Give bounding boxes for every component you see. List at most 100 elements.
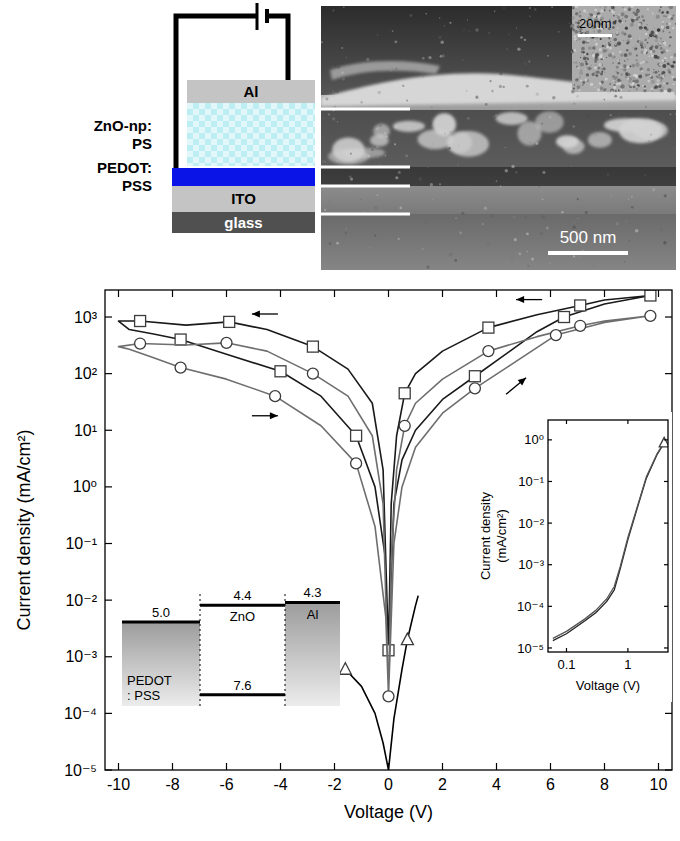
tem-noise: [582, 84, 584, 86]
tem-noise: [662, 23, 664, 25]
tem-noise: [663, 30, 665, 32]
tem-noise: [638, 75, 642, 79]
tem-noise: [587, 12, 588, 13]
energy-band: [285, 602, 340, 706]
tem-noise: [616, 66, 619, 69]
tem-noise: [585, 60, 587, 62]
tem-noise: [615, 20, 617, 22]
tem-noise: [602, 45, 604, 47]
sem-noise: [538, 186, 540, 188]
tem-noise: [612, 56, 616, 60]
material-name: PEDOT: [127, 673, 172, 688]
marker-circle: [550, 330, 561, 341]
energy-band: [122, 622, 200, 706]
tem-noise: [630, 84, 632, 86]
x-axis-title: Voltage (V): [576, 678, 640, 693]
sem-band: [321, 167, 676, 186]
tem-noise: [604, 9, 606, 11]
sem-noise: [485, 103, 488, 106]
tem-noise: [590, 64, 592, 66]
sem-noise: [549, 116, 551, 118]
x-tick-label: 10: [650, 776, 668, 793]
sem-noise: [500, 185, 502, 187]
sem-noise: [482, 223, 484, 225]
marker-triangle: [401, 633, 413, 645]
tem-noise: [636, 25, 637, 26]
sem-noise: [536, 92, 539, 95]
tem-noise: [630, 23, 634, 27]
x-tick: [172, 763, 173, 770]
tem-noise: [570, 27, 573, 30]
sem-noise: [664, 194, 667, 197]
separator: [200, 594, 201, 706]
material-name: : PSS: [127, 688, 161, 703]
tem-noise: [599, 82, 602, 85]
sem-noise: [487, 242, 490, 245]
y-tick-label: 10⁻⁴: [517, 599, 544, 614]
tem-noise: [669, 32, 670, 33]
tem-noise: [585, 68, 586, 69]
tem-noise: [647, 8, 649, 10]
tem-noise: [573, 62, 574, 63]
sem-noise: [395, 176, 398, 179]
energy-diagram: 5.0PEDOT: PSS4.47.6ZnO4.3Al: [122, 585, 340, 706]
sem-noise: [675, 113, 676, 114]
tem-noise: [666, 26, 670, 30]
sem-noise: [518, 252, 521, 255]
y-tick-label: 10²: [74, 365, 98, 382]
tem-noise: [669, 32, 671, 34]
marker-triangle: [339, 663, 351, 675]
energy-level: [200, 693, 285, 696]
sem-noise: [349, 176, 352, 179]
sem-noise: [394, 40, 397, 43]
sem-noise: [652, 188, 656, 192]
sem-noise: [376, 194, 378, 196]
sem-noise: [569, 23, 570, 24]
y-tick: [665, 713, 672, 714]
tem-noise: [628, 73, 631, 76]
sem-scale-bar: [548, 251, 628, 255]
tem-noise: [647, 68, 650, 71]
tem-noise: [644, 49, 647, 52]
tem-noise: [613, 7, 614, 8]
tem-noise: [628, 8, 630, 10]
tem-noise: [575, 78, 579, 82]
sem-noise: [614, 95, 617, 98]
sem-noise: [438, 36, 441, 39]
tem-noise: [618, 14, 620, 16]
sem-noise: [648, 140, 651, 143]
data-line: [345, 596, 418, 770]
tem-noise: [645, 73, 648, 76]
sem-noise: [385, 135, 388, 138]
sem-particle: [535, 111, 564, 133]
tem-noise: [666, 23, 668, 25]
tem-noise: [594, 66, 597, 69]
sem-particle: [448, 131, 489, 157]
tem-noise: [636, 63, 640, 67]
y-tick: [664, 481, 668, 482]
tem-noise: [595, 43, 598, 46]
sem-noise: [380, 164, 381, 165]
sem-particle: [496, 112, 528, 125]
tem-noise: [647, 62, 648, 63]
sem-noise: [475, 96, 478, 99]
marker-square: [559, 312, 570, 323]
tem-noise: [637, 40, 639, 42]
sem-noise: [423, 76, 425, 78]
tem-noise: [656, 15, 660, 19]
x-tick: [566, 648, 567, 652]
sem-noise: [379, 125, 381, 127]
sem-noise: [394, 143, 396, 145]
tem-noise: [662, 59, 664, 61]
sem-noise: [585, 211, 588, 214]
sem-noise: [444, 133, 446, 135]
y-tick: [105, 543, 112, 544]
tem-noise: [662, 31, 664, 33]
tem-noise: [661, 44, 663, 46]
tem-noise: [627, 78, 629, 80]
sem-noise: [541, 215, 544, 218]
tem-noise: [648, 55, 650, 57]
y-tick-label: 10¹: [74, 422, 97, 439]
sem-noise: [547, 55, 549, 57]
sem-noise: [324, 209, 327, 212]
